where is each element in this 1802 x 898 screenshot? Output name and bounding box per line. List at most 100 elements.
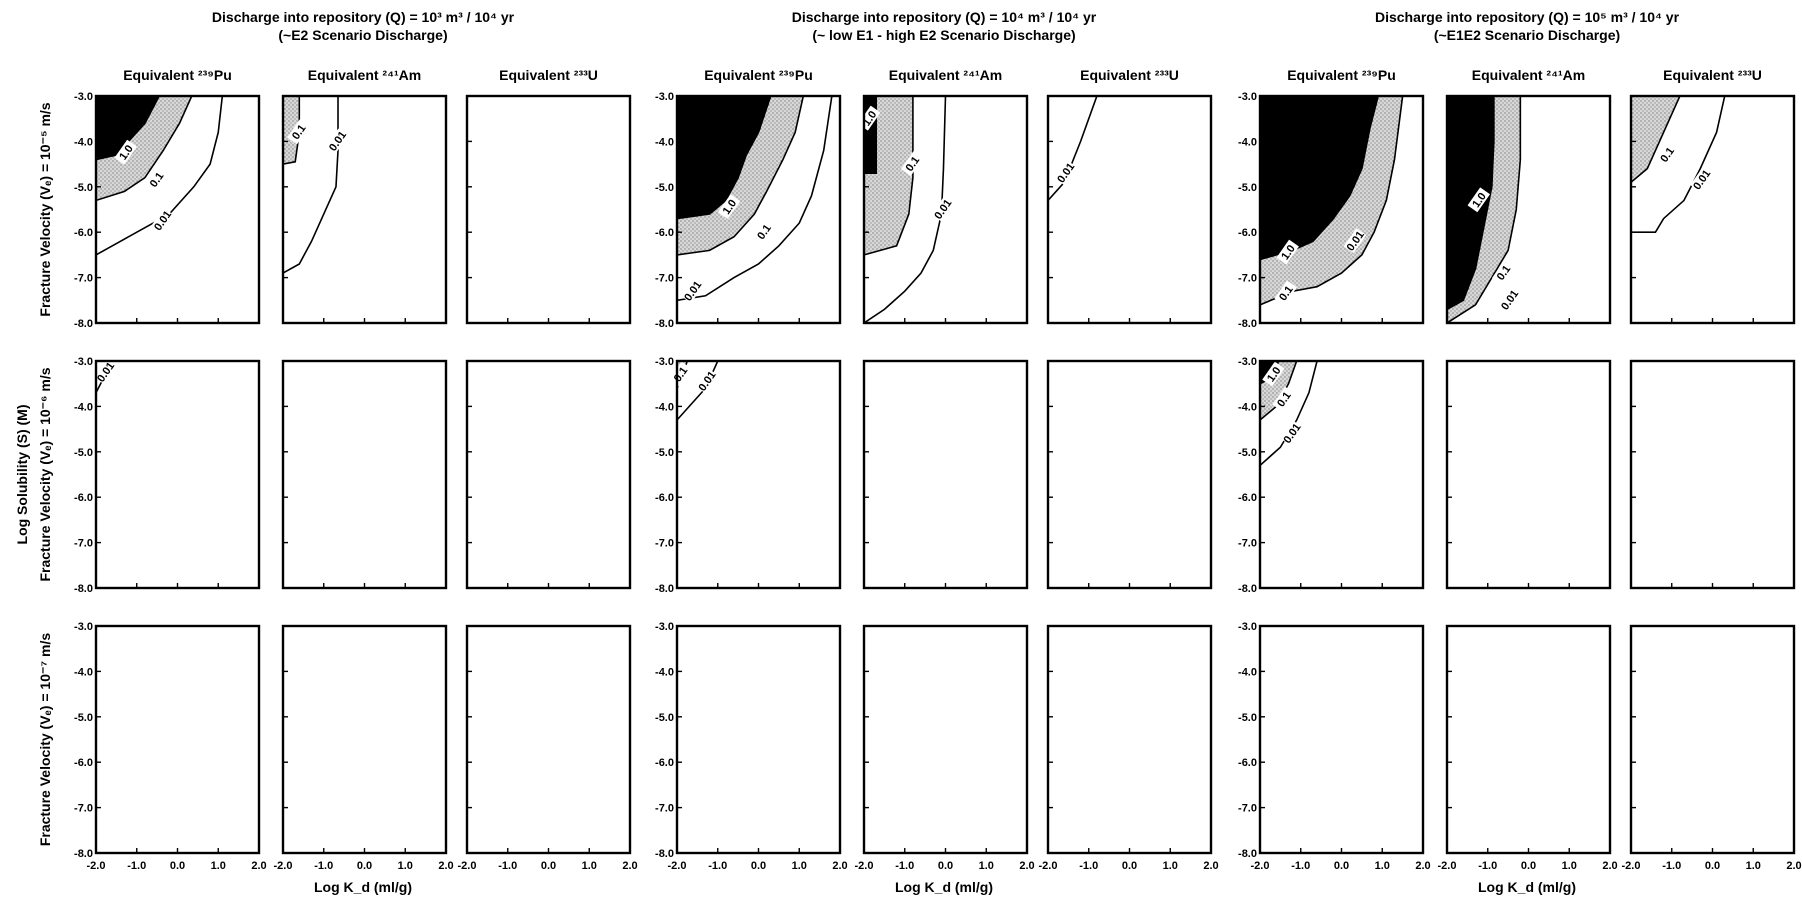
panel-frame bbox=[1445, 624, 1612, 855]
contour-label-bg bbox=[1690, 166, 1713, 192]
panel-frame bbox=[1046, 359, 1213, 590]
panel bbox=[465, 359, 632, 590]
x-tick-label: -2.0 bbox=[87, 860, 106, 872]
panel bbox=[1046, 359, 1213, 590]
contour-label-bg bbox=[717, 194, 741, 220]
y-tick-label: -4.0 bbox=[1238, 136, 1257, 148]
panel: 1.00.10.01-3.0-4.0-5.0-6.0-7.0-8.0 bbox=[74, 91, 261, 330]
x-tick-label: -2.0 bbox=[668, 860, 687, 872]
y-tick-label: -6.0 bbox=[1238, 227, 1257, 239]
y-tick-label: -5.0 bbox=[1238, 182, 1257, 194]
panel-frame bbox=[1629, 359, 1796, 590]
y-tick-label: -3.0 bbox=[74, 356, 93, 368]
panel bbox=[1445, 359, 1612, 590]
contour-line-0.01 bbox=[1260, 361, 1318, 467]
panel: -2.0 -1.0 0.0 1.0 2.0 bbox=[274, 624, 454, 872]
y-tick-label: -4.0 bbox=[74, 666, 93, 678]
column-label: Equivalent ²³⁹Pu bbox=[704, 67, 813, 83]
contour-label-bg bbox=[325, 128, 349, 154]
contour-line-1.0 bbox=[1447, 96, 1495, 311]
y-tick-label: -3.0 bbox=[74, 621, 93, 633]
x-tick-label: 2.0 bbox=[1786, 860, 1801, 872]
y-tick-label: -8.0 bbox=[655, 848, 674, 860]
panel-frame bbox=[675, 359, 842, 590]
y-tick-label: -7.0 bbox=[655, 538, 674, 550]
panel-frame bbox=[1629, 624, 1796, 855]
y-tick-label: -7.0 bbox=[74, 803, 93, 815]
panel-frame bbox=[281, 359, 448, 590]
contour-line-0.01 bbox=[96, 96, 224, 256]
y-tick-label: -5.0 bbox=[1238, 712, 1257, 724]
panel-frame bbox=[465, 624, 632, 855]
panel bbox=[281, 359, 448, 590]
contour-line-0.01 bbox=[283, 96, 339, 274]
x-tick-label: -1.0 bbox=[498, 860, 517, 872]
x-tick-label: 0.0 bbox=[938, 860, 953, 872]
group-title-line2: (~E2 Scenario Discharge) bbox=[278, 27, 447, 43]
contour-label: 0.01 bbox=[95, 360, 117, 384]
region-above-1 bbox=[96, 96, 160, 160]
region-above-1 bbox=[1260, 96, 1379, 260]
contour-label-bg bbox=[1467, 187, 1491, 213]
panel: -2.0 -1.0 0.0 1.0 2.0 bbox=[1622, 624, 1802, 872]
y-tick-label: -6.0 bbox=[655, 227, 674, 239]
group-title-line2: (~ low E1 - high E2 Scenario Discharge) bbox=[812, 27, 1075, 43]
contour-label-bg bbox=[681, 278, 704, 304]
contour-label-bg bbox=[931, 196, 954, 222]
panel: -3.0 -4.0 -5.0 -6.0 -7.0 -8.0-2.0 -1.0 0.0 1.0 2.… bbox=[655, 621, 848, 872]
panel-fills bbox=[96, 96, 224, 256]
panel-fills bbox=[283, 96, 339, 274]
column-label: Equivalent ²³³U bbox=[1663, 67, 1762, 83]
x-tick-label: -2.0 bbox=[1438, 860, 1457, 872]
contour-line-0.1 bbox=[1260, 96, 1404, 306]
y-tick-label: -7.0 bbox=[655, 273, 674, 285]
panel-fills bbox=[864, 96, 947, 323]
x-axis-title: Log K_d (ml/g) bbox=[314, 879, 412, 895]
y-tick-label: -3.0 bbox=[1238, 356, 1257, 368]
x-tick-label: 2.0 bbox=[1019, 860, 1034, 872]
contour-line-0.01 bbox=[1048, 96, 1098, 201]
contour-label-bg bbox=[1492, 260, 1515, 285]
panel-frame bbox=[862, 624, 1029, 855]
contour-label-bg bbox=[1280, 420, 1304, 446]
panel-frame bbox=[1046, 94, 1213, 325]
y-tick-label: -6.0 bbox=[1238, 492, 1257, 504]
x-tick-label: 0.0 bbox=[357, 860, 372, 872]
y-tick-label: -5.0 bbox=[1238, 447, 1257, 459]
region-above-1 bbox=[677, 96, 771, 219]
contour-label-bg bbox=[1498, 287, 1521, 313]
contour-label-bg bbox=[1343, 228, 1367, 254]
contour-label: 0.01 bbox=[1499, 288, 1521, 312]
panel: 0.01 bbox=[1046, 94, 1213, 325]
contour-line-0.1 bbox=[864, 96, 914, 256]
panel: -3.0 -4.0 -5.0 -6.0 -7.0 -8.0-2.0 -1.0 0.0 1.0 2.… bbox=[1238, 621, 1431, 872]
column-label: Equivalent ²³⁹Pu bbox=[1287, 67, 1396, 83]
x-tick-label: -1.0 bbox=[1662, 860, 1681, 872]
x-tick-label: -1.0 bbox=[1291, 860, 1310, 872]
panel-frame bbox=[862, 359, 1029, 590]
panel-fills bbox=[677, 96, 833, 302]
x-tick-label: -1.0 bbox=[1079, 860, 1098, 872]
y-tick-label: -8.0 bbox=[1238, 848, 1257, 860]
x-tick-label: -2.0 bbox=[1622, 860, 1641, 872]
x-tick-label: -1.0 bbox=[895, 860, 914, 872]
contour-line-1.0 bbox=[864, 96, 878, 174]
panel: 0.01-3.0 -4.0 -5.0 -6.0 -7.0 -8.0 bbox=[74, 356, 261, 595]
contour-label-bg bbox=[1274, 280, 1297, 306]
x-tick-label: 0.0 bbox=[541, 860, 556, 872]
contour-label-bg bbox=[900, 151, 924, 176]
panel-frame bbox=[1046, 624, 1213, 855]
x-axis-title: Log K_d (ml/g) bbox=[895, 879, 993, 895]
y-tick-label: -4.0 bbox=[1238, 401, 1257, 413]
region-0.1-to-1 bbox=[1631, 96, 1680, 183]
contour-label-bg bbox=[287, 119, 310, 145]
contour-label-bg bbox=[1262, 361, 1285, 387]
y-tick-label: -5.0 bbox=[655, 712, 674, 724]
y-tick-label: -5.0 bbox=[655, 182, 674, 194]
contour-label-bg bbox=[1276, 239, 1299, 265]
x-tick-label: 2.0 bbox=[438, 860, 453, 872]
y-tick-label: -4.0 bbox=[74, 401, 93, 413]
x-tick-label: 1.0 bbox=[1562, 860, 1577, 872]
contour-label-bg bbox=[1655, 141, 1679, 167]
